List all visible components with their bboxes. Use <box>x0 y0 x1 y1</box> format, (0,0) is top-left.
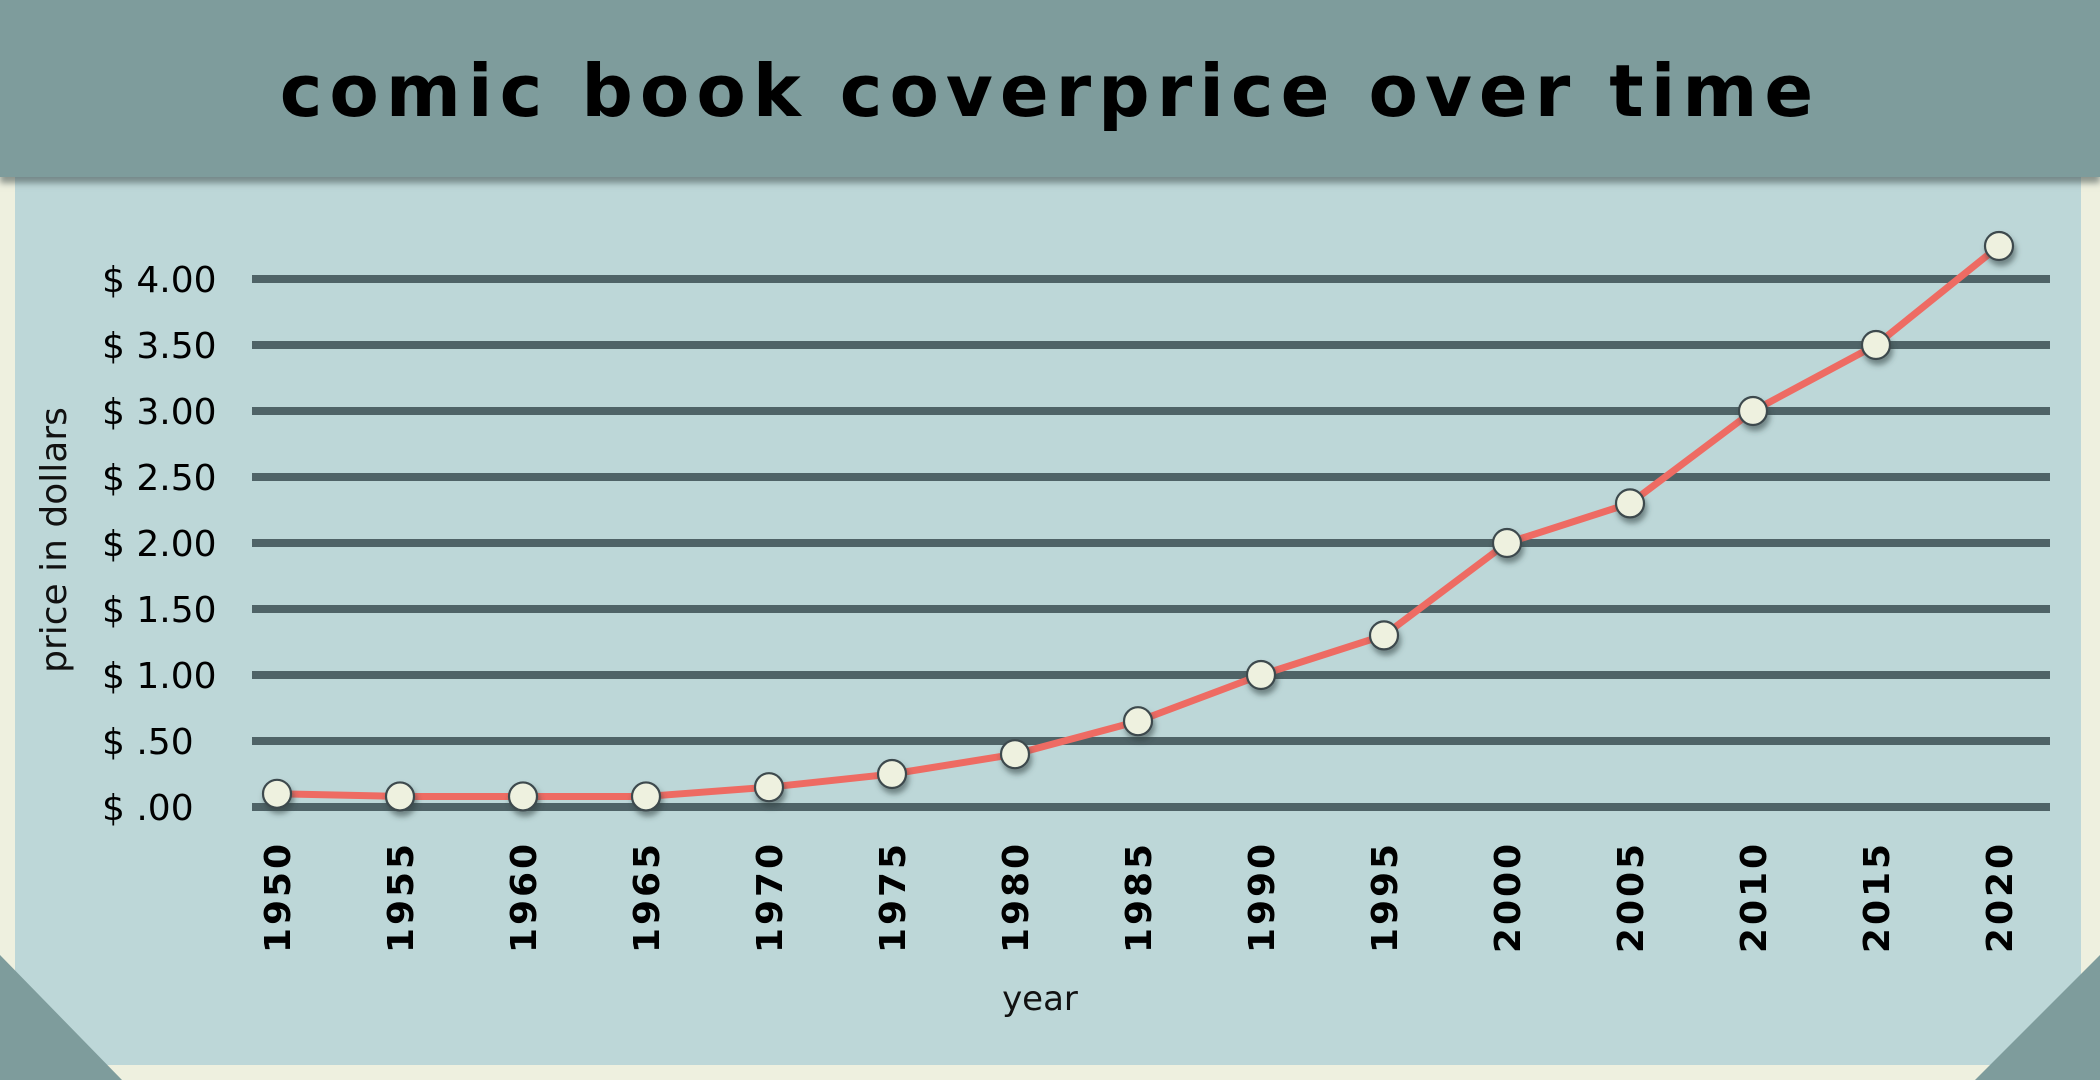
data-point-marker[interactable] <box>1983 230 2015 262</box>
y-tick-label: $ 4.00 <box>102 260 217 301</box>
x-tick-label: 1965 <box>627 841 668 953</box>
x-tick-label: 2005 <box>1611 841 1652 953</box>
x-tick-label: 1975 <box>873 841 914 953</box>
x-tick-label: 1970 <box>750 841 791 953</box>
gridline <box>252 341 2050 349</box>
gridline <box>252 473 2050 481</box>
x-tick-label: 1960 <box>504 841 545 953</box>
data-point-marker[interactable] <box>1737 395 1769 427</box>
x-tick-label: 1980 <box>996 841 1037 953</box>
y-tick-label: $ .50 <box>102 722 194 763</box>
data-point-marker[interactable] <box>261 778 293 809</box>
x-tick-label: 1955 <box>381 841 422 953</box>
gridline <box>252 803 2050 811</box>
y-tick-label: $ 3.00 <box>102 392 217 433</box>
y-tick-label: $ 2.00 <box>102 524 217 565</box>
y-tick-label: $ .00 <box>102 788 194 829</box>
x-tick-label: 2010 <box>1734 841 1775 953</box>
chart-title: comic book coverprice over time <box>279 49 1821 133</box>
data-point-markers <box>261 230 2015 812</box>
x-tick-label: 1985 <box>1119 841 1160 953</box>
y-tick-label: $ 1.00 <box>102 656 217 697</box>
gridline <box>252 407 2050 415</box>
x-tick-label: 2015 <box>1857 841 1898 953</box>
x-tick-label: 1950 <box>258 841 299 953</box>
data-point-marker[interactable] <box>384 781 416 812</box>
data-point-marker[interactable] <box>999 739 1031 770</box>
gridline <box>252 539 2050 547</box>
data-point-marker[interactable] <box>630 781 662 812</box>
x-axis-label: year <box>1002 979 1078 1019</box>
data-point-marker[interactable] <box>1368 620 1400 651</box>
corner-decoration-left <box>0 955 122 1080</box>
y-axis-label: price in dollars <box>34 407 75 673</box>
y-tick-label: $ 3.50 <box>102 326 217 367</box>
gridline <box>252 605 2050 613</box>
y-axis-ticks: $ .00 $ .50 $ 1.00 $ 1.50 $ 2.00 $ 2.50 $ 3.00… <box>102 260 217 829</box>
data-point-marker[interactable] <box>1491 527 1523 559</box>
y-tick-label: $ 2.50 <box>102 458 217 499</box>
data-point-marker[interactable] <box>507 781 539 812</box>
gridline <box>252 275 2050 283</box>
data-point-marker[interactable] <box>1122 706 1154 737</box>
data-point-marker[interactable] <box>876 758 908 790</box>
x-axis-ticks: 1950 1955 1960 1965 1970 1975 1980 1985 1990 1995… <box>258 841 2021 953</box>
data-point-marker[interactable] <box>1614 488 1646 519</box>
x-tick-label: 2020 <box>1980 841 2021 953</box>
y-tick-label: $ 1.50 <box>102 590 217 631</box>
x-tick-label: 1995 <box>1365 841 1406 953</box>
data-point-marker[interactable] <box>1860 329 1892 361</box>
gridline <box>252 737 2050 745</box>
x-tick-label: 2000 <box>1488 841 1529 953</box>
data-point-marker[interactable] <box>1245 659 1277 691</box>
gridline <box>252 671 2050 679</box>
gridlines <box>252 275 2050 811</box>
data-point-marker[interactable] <box>753 772 785 803</box>
header-banner: comic book coverprice over time <box>0 0 2100 177</box>
x-tick-label: 1990 <box>1242 841 1283 953</box>
corner-decoration-right <box>1975 955 2100 1080</box>
